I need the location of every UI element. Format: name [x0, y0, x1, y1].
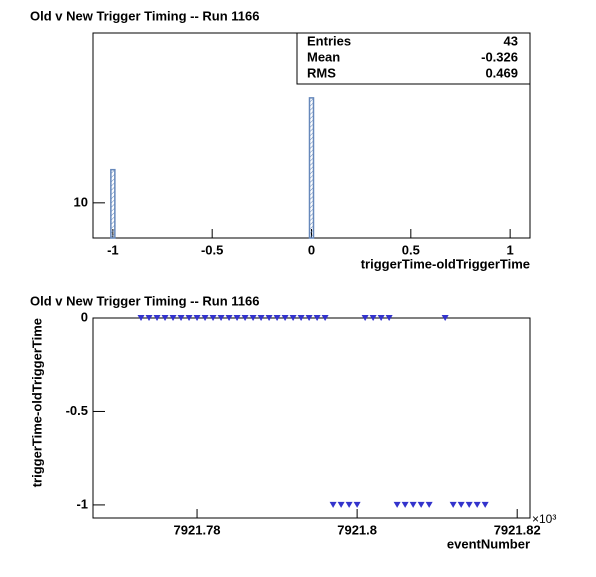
point: [217, 315, 225, 321]
x-tick-label: 0.5: [402, 242, 420, 257]
x-tick-label: 7921.78: [174, 522, 221, 537]
point: [345, 501, 353, 508]
point: [369, 315, 377, 321]
point: [305, 315, 313, 321]
x-tick-label: 7921.82: [494, 522, 541, 537]
point: [465, 501, 473, 508]
point: [457, 501, 465, 508]
x-axis-label: triggerTime-oldTriggerTime: [361, 256, 530, 271]
histogram-bar: [308, 97, 315, 239]
stats-value: -0.326: [481, 49, 518, 64]
point: [393, 501, 401, 508]
point: [401, 501, 409, 508]
stats-label: Entries: [307, 33, 351, 48]
y-tick-label: -1: [76, 496, 88, 511]
point: [281, 315, 289, 321]
point: [409, 501, 417, 508]
point: [161, 315, 169, 321]
point: [153, 315, 161, 321]
point: [481, 501, 489, 508]
point: [297, 315, 305, 321]
point: [249, 315, 257, 321]
point: [449, 501, 457, 508]
stats-value: 43: [504, 33, 518, 48]
x-tick-label: 0: [308, 242, 315, 257]
point: [441, 315, 449, 321]
plot-frame: [92, 317, 531, 519]
y-axis-label: triggerTime-oldTriggerTime: [29, 318, 44, 487]
y-tick-label: -0.5: [66, 403, 88, 418]
x-exponent: ×10³: [532, 512, 556, 526]
stats-value: 0.469: [485, 65, 518, 80]
stats-box: [296, 32, 531, 85]
stats-label: Mean: [307, 49, 340, 64]
point: [425, 501, 433, 508]
point: [473, 501, 481, 508]
chart-title: Old v New Trigger Timing -- Run 1166: [30, 293, 259, 308]
x-tick-label: 7921.8: [337, 522, 377, 537]
point: [337, 501, 345, 508]
point: [361, 315, 369, 321]
point: [289, 315, 297, 321]
point: [273, 315, 281, 321]
stats-label: RMS: [307, 65, 336, 80]
point: [137, 315, 145, 321]
x-tick-label: -1: [107, 242, 119, 257]
point: [169, 315, 177, 321]
point: [329, 501, 337, 508]
point: [321, 315, 329, 321]
histogram-bar: [110, 168, 116, 239]
point: [185, 315, 193, 321]
y-tick-label: 10: [74, 194, 88, 209]
x-tick-label: 1: [507, 242, 514, 257]
y-tick-label: 0: [81, 309, 88, 324]
point: [353, 501, 361, 508]
chart-title: Old v New Trigger Timing -- Run 1166: [30, 8, 259, 23]
point: [265, 315, 273, 321]
point: [209, 315, 217, 321]
x-axis-label: eventNumber: [447, 536, 530, 551]
point: [233, 315, 241, 321]
point: [313, 315, 321, 321]
point: [385, 315, 393, 321]
point: [417, 501, 425, 508]
point: [377, 315, 385, 321]
point: [177, 315, 185, 321]
point: [241, 315, 249, 321]
point: [193, 315, 201, 321]
point: [145, 315, 153, 321]
point: [257, 315, 265, 321]
x-tick-label: -0.5: [201, 242, 223, 257]
point: [201, 315, 209, 321]
point: [225, 315, 233, 321]
